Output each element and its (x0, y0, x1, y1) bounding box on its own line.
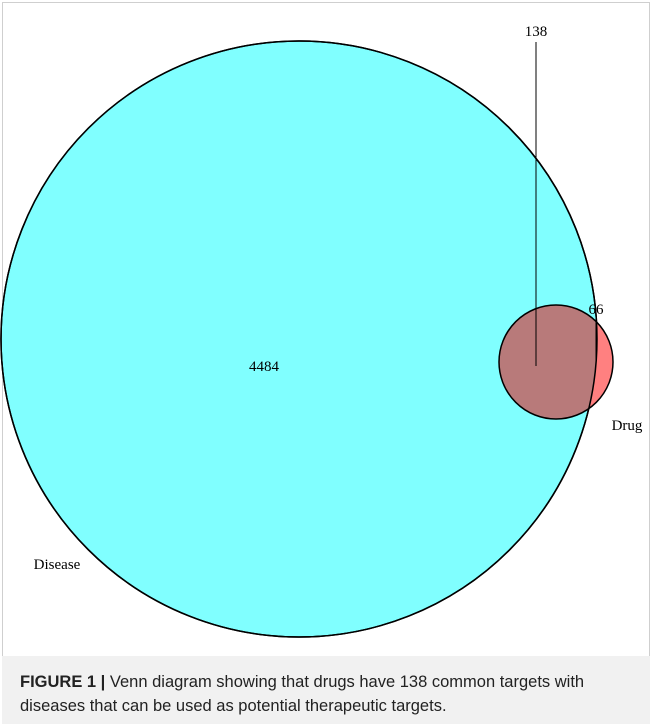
caption-text: Venn diagram showing that drugs have 138… (20, 673, 585, 715)
disease-outline (0, 40, 598, 638)
intersection (499, 305, 597, 419)
caption: FIGURE 1 | Venn diagram showing that dru… (2, 656, 650, 724)
drug-count: 66 (589, 302, 605, 318)
venn-diagram: 138 66 4484 Drug Disease (0, 24, 643, 638)
caption-label: FIGURE 1 | (20, 673, 106, 691)
drug-label: Drug (612, 418, 643, 434)
common-count: 138 (525, 24, 548, 40)
drug-outline (498, 304, 614, 420)
disease-label: Disease (34, 557, 81, 573)
disease-count: 4484 (249, 359, 280, 375)
